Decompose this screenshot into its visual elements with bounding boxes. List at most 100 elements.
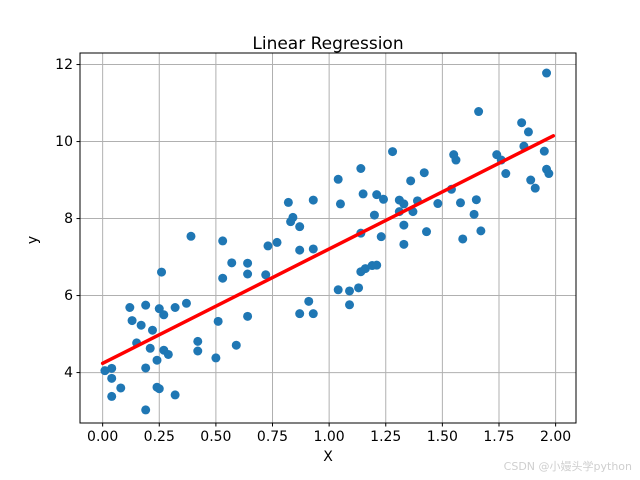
scatter-point: [333, 285, 343, 295]
x-tick-label: 1.25: [370, 429, 402, 445]
scatter-point: [399, 199, 409, 209]
scatter-point: [295, 309, 305, 319]
y-tick-label: 10: [55, 133, 73, 150]
scatter-point: [154, 304, 164, 314]
scatter-point: [356, 164, 366, 174]
scatter-point: [193, 346, 203, 356]
scatter-point: [419, 168, 429, 178]
y-tick-label: 8: [64, 210, 73, 227]
scatter-point: [308, 195, 318, 205]
scatter-point: [100, 366, 110, 376]
scatter-point: [127, 316, 137, 326]
scatter-point: [125, 302, 135, 312]
scatter-point: [145, 343, 155, 353]
scatter-point: [147, 325, 157, 335]
scatter-point: [451, 155, 461, 165]
scatter-point: [295, 245, 305, 255]
x-tick-label: 0.50: [200, 429, 232, 445]
scatter-point: [422, 227, 432, 237]
scatter-point: [159, 310, 169, 320]
scatter-point: [471, 195, 481, 205]
scatter-point: [526, 175, 536, 185]
y-axis-label: y: [25, 235, 41, 245]
scatter-point: [458, 234, 468, 244]
scatter-point: [308, 309, 318, 319]
scatter-point: [399, 239, 409, 249]
scatter-point: [193, 336, 203, 346]
scatter-point: [186, 231, 196, 241]
scatter-point: [136, 320, 146, 330]
chart-title: Linear Regression: [252, 34, 404, 54]
scatter-point: [227, 258, 237, 268]
scatter-point: [372, 260, 382, 270]
scatter-point: [308, 244, 318, 254]
scatter-point: [116, 383, 126, 393]
scatter-point: [474, 107, 484, 117]
scatter-point: [107, 391, 117, 401]
scatter-point: [163, 349, 173, 359]
x-tick-label: 0.25: [143, 429, 175, 445]
scatter-point: [542, 68, 552, 78]
scatter-point: [369, 210, 379, 220]
scatter-point: [372, 190, 382, 200]
scatter-point: [345, 300, 355, 310]
scatter-point: [360, 264, 370, 274]
scatter-point: [283, 197, 293, 207]
x-tick-label: 0.75: [256, 429, 289, 445]
scatter-point: [295, 222, 305, 232]
scatter-point: [333, 174, 343, 184]
x-tick-label: 1.00: [313, 429, 345, 445]
scatter-point: [181, 298, 191, 308]
x-axis-label: X: [323, 449, 333, 465]
y-tick-label: 6: [64, 287, 73, 304]
scatter-point: [157, 267, 167, 277]
scatter-point: [170, 390, 180, 400]
regression-line: [100, 134, 556, 366]
scatter-point: [218, 236, 228, 246]
scatter-point: [261, 270, 271, 280]
scatter-point: [152, 355, 162, 365]
scatter-point: [141, 300, 151, 310]
scatter-point: [376, 232, 386, 242]
y-tick-label: 4: [64, 364, 73, 381]
x-tick-label: 0.00: [87, 429, 119, 445]
scatter-point: [243, 269, 253, 279]
scatter-point: [286, 217, 296, 227]
x-tick-label: 1.50: [426, 429, 458, 445]
scatter-point: [141, 363, 151, 373]
scatter-point: [476, 226, 486, 236]
scatter-point: [433, 199, 443, 209]
scatter-point: [354, 283, 364, 293]
scatter-point: [243, 258, 253, 268]
scatter-point: [304, 296, 314, 306]
scatter-point: [345, 286, 355, 296]
scatter-point: [154, 384, 164, 394]
x-tick-label: 1.75: [483, 429, 515, 445]
scatter-point: [455, 198, 465, 208]
scatter-point: [358, 189, 368, 199]
scatter-point: [231, 340, 241, 350]
plot-frame: [79, 52, 577, 424]
scatter-point: [213, 316, 223, 326]
scatter-point: [530, 183, 540, 193]
x-tick-label: 2.00: [540, 429, 572, 445]
scatter-point: [243, 311, 253, 321]
scatter-point: [107, 373, 117, 383]
scatter-point: [107, 363, 117, 373]
scatter-point: [388, 147, 398, 157]
scatter-point: [539, 146, 549, 156]
scatter-point: [335, 199, 345, 209]
scatter-point: [378, 194, 388, 204]
scatter-point: [501, 169, 511, 179]
scatter-point: [272, 237, 282, 247]
scatter-point: [469, 209, 479, 219]
watermark: CSDN @小嫚头学python: [503, 460, 632, 473]
y-tick-label: 12: [55, 56, 73, 73]
scatter-point: [399, 220, 409, 230]
scatter-point: [218, 273, 228, 283]
scatter-point: [406, 176, 416, 186]
scatter-point: [141, 405, 151, 415]
scatter-point: [517, 118, 527, 128]
